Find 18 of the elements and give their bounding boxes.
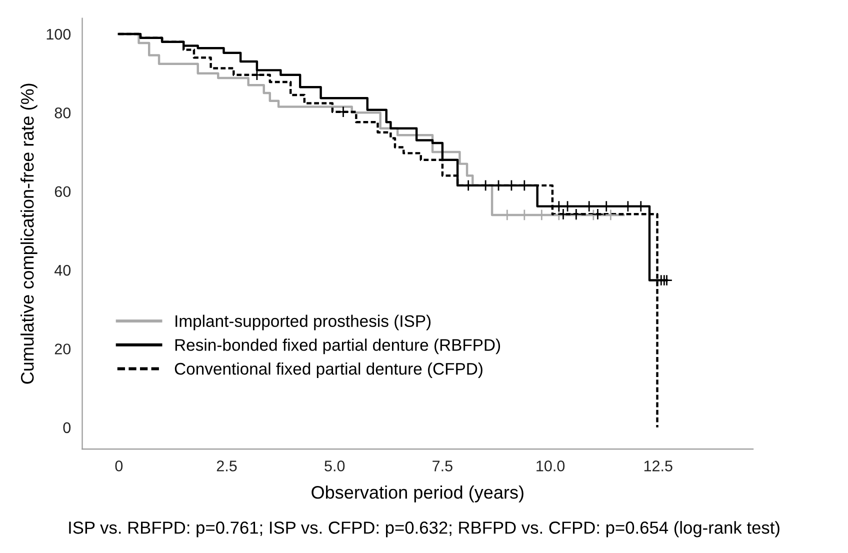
y-tick-label: 80	[54, 108, 71, 118]
y-tick-label: 100	[46, 28, 71, 40]
y-tick-label: 0	[63, 422, 71, 434]
text: ISP vs. RBFPD: p=0.761; ISP vs. CFPD: p=0.632; RBFPD vs. CFPD: p=0.654 (log-rank test)	[69, 521, 780, 538]
legend-label: Resin-bonded fixed partial denture (RBFPD)	[175, 338, 500, 354]
legend-label: Conventional fixed partial denture (CFPD)	[174, 362, 482, 378]
x-tick-label: 0	[115, 460, 123, 472]
x-tick-label: 2.5	[216, 460, 237, 472]
y-axis-title: Cumulative complication-free rate (%)	[20, 84, 38, 384]
x-tick-label: 12.5	[644, 460, 672, 472]
x-axis-title: Observation period (years)	[312, 486, 524, 502]
y-tick-label: 40	[54, 264, 71, 276]
y-tick-label: 20	[54, 344, 71, 354]
x-tick-label: 5.0	[324, 460, 345, 472]
x-tick-label: 7.5	[432, 460, 452, 472]
y-tick-label: 60	[54, 186, 71, 198]
legend-label: Implant-supported prosthesis (ISP)	[176, 314, 431, 330]
x-tick-label: 10.0	[536, 460, 565, 472]
